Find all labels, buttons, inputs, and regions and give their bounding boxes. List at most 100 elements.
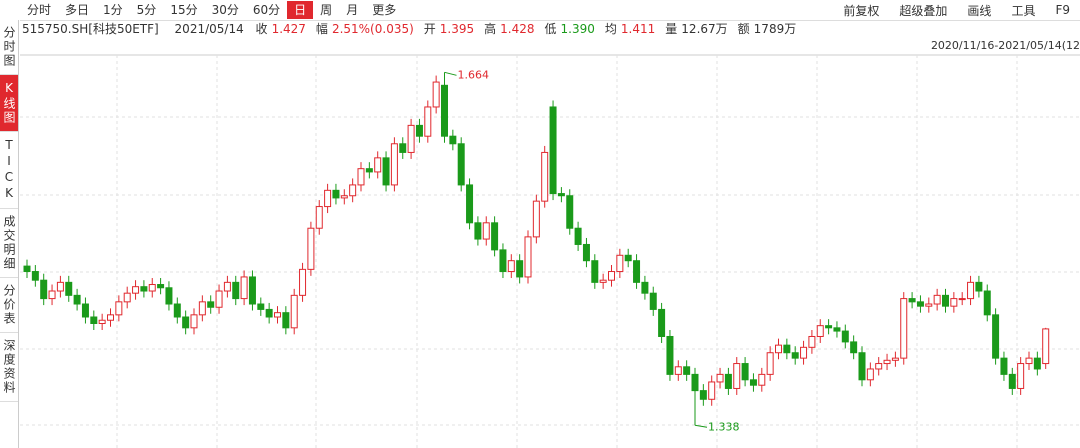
info-label: 开 — [423, 22, 436, 36]
info-label: 幅 — [315, 22, 328, 36]
candle-body — [307, 227, 315, 270]
candle-body — [749, 379, 757, 386]
candle-body — [340, 195, 348, 199]
candle-body — [257, 303, 265, 310]
info-value: 2.51%(0.035) — [331, 22, 414, 36]
tool-button[interactable]: 画线 — [967, 3, 992, 18]
candle-body — [933, 294, 941, 305]
candle-body — [800, 346, 808, 359]
candle-body — [624, 254, 632, 262]
candle-body — [532, 200, 540, 238]
tool-button[interactable]: 前复权 — [843, 3, 880, 18]
info-bar: 515750.SH[科技50ETF] 2021/05/14 收 1.427 幅 2.5… — [22, 20, 806, 38]
candle-body — [491, 222, 499, 251]
candle-body — [925, 303, 933, 307]
tool-button[interactable]: F9 — [1055, 3, 1070, 17]
candle-body — [766, 352, 774, 375]
candle-body — [274, 312, 281, 318]
candle-body — [165, 287, 173, 305]
side-tab[interactable]: 深度资料 — [0, 333, 18, 402]
candle-body — [40, 279, 48, 300]
period-tab[interactable]: 分时 — [27, 3, 52, 17]
candle-body — [173, 303, 181, 318]
info-value: 1.395 — [439, 22, 475, 36]
toolbar: 分时 多日 1分 5分 15分 30分 60分日周月更多 前复权 超级叠加 画线 工具 F9 — [20, 0, 1080, 21]
candle-body — [365, 168, 373, 173]
candle-body — [198, 301, 206, 316]
candle-body — [98, 319, 106, 324]
candle-body — [758, 373, 766, 386]
candle-body — [123, 292, 131, 303]
candle-body — [783, 344, 791, 354]
period-tab[interactable]: 周 — [320, 3, 333, 17]
side-tab[interactable]: K线图 — [0, 75, 18, 132]
period-tab[interactable]: 60分 — [252, 3, 281, 17]
period-tab[interactable]: 更多 — [372, 3, 397, 17]
tool-button[interactable]: 工具 — [1011, 3, 1036, 18]
candle-body — [641, 281, 649, 294]
period-tab[interactable]: 30分 — [211, 3, 239, 17]
info-value: 1789万 — [753, 22, 797, 36]
side-tab[interactable]: 分时图 — [0, 20, 18, 75]
candle-body — [48, 290, 56, 300]
min-label: 1.338 — [708, 420, 740, 433]
candle-body — [415, 124, 423, 137]
security-code: 515750.SH[科技50ETF] — [22, 22, 159, 36]
candle-body — [399, 143, 407, 153]
info-field: 额 1789万 — [738, 22, 803, 36]
candle-body — [741, 363, 749, 381]
info-value: 1.390 — [560, 22, 595, 36]
candle-body — [315, 206, 323, 229]
period-tab[interactable]: 多日 — [65, 3, 90, 17]
candle-body — [107, 314, 114, 321]
period-tab[interactable]: 15分 — [170, 3, 198, 17]
info-field: 量 12.67万 — [665, 22, 733, 36]
candle-body — [240, 276, 248, 300]
candle-body — [441, 84, 448, 137]
candle-body — [699, 390, 707, 400]
candle-body — [324, 189, 332, 208]
period-tab[interactable]: 日 — [287, 1, 314, 19]
info-label: 高 — [484, 22, 497, 36]
tool-menu: 前复权 超级叠加 画线 工具 F9 — [833, 0, 1080, 20]
candle-body — [248, 276, 256, 305]
candle-body — [499, 249, 507, 273]
candle-body — [808, 335, 816, 348]
info-field: 开 1.395 — [424, 22, 480, 36]
period-tab[interactable]: 1分 — [103, 3, 123, 17]
min-pointer — [694, 424, 708, 428]
side-tab[interactable]: 分价表 — [0, 278, 18, 333]
candle-body — [633, 260, 641, 283]
candle-body — [524, 236, 532, 278]
side-tab[interactable]: TICK — [0, 132, 18, 209]
candle-body — [674, 366, 682, 375]
candle-body — [724, 373, 732, 389]
candle-body — [566, 195, 574, 229]
candle-body — [282, 312, 290, 329]
period-tab[interactable]: 5分 — [136, 3, 157, 17]
tool-button[interactable]: 超级叠加 — [899, 3, 948, 18]
info-value: 1.427 — [271, 22, 306, 36]
candle-body — [900, 298, 908, 359]
period-tab[interactable]: 月 — [346, 3, 359, 17]
candle-body — [975, 281, 983, 292]
candle-body — [374, 157, 382, 173]
candle-body — [557, 193, 565, 197]
candle-body — [1000, 357, 1008, 375]
candle-body — [232, 281, 240, 300]
candle-body — [390, 143, 398, 186]
candle-body — [81, 303, 89, 318]
candle-body — [883, 359, 891, 365]
side-tab[interactable]: 成交明细 — [0, 209, 18, 278]
candle-body — [466, 184, 474, 224]
candle-body — [908, 298, 916, 303]
candle-body — [958, 298, 966, 301]
candle-body — [683, 366, 691, 375]
info-label: 均 — [604, 22, 617, 36]
candle-body — [1042, 328, 1050, 365]
candle-body — [65, 281, 73, 296]
info-field: 均 1.411 — [605, 22, 661, 36]
candle-body — [215, 290, 223, 308]
